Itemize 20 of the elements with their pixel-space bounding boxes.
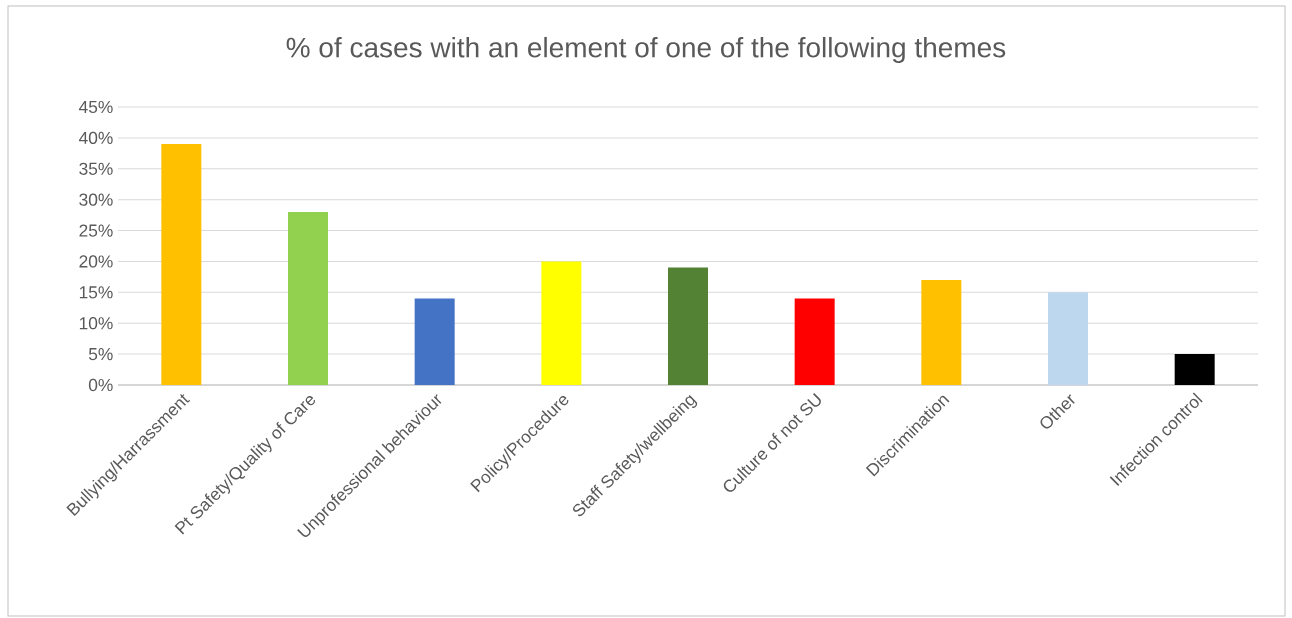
y-tick-label: 5% [88,348,113,361]
y-tick-label: 30% [79,193,113,206]
bar [161,144,202,385]
y-tick-label: 0% [88,378,113,392]
bar [921,279,962,385]
bar [541,261,582,385]
chart-title: % of cases with an element of one of the following themes [286,36,1006,64]
bar [668,267,708,385]
y-tick-label: 40% [79,131,113,145]
bar [1048,292,1089,385]
y-tick-label: 45% [79,100,113,114]
y-tick-label: 15% [79,286,113,299]
bar [1174,354,1215,385]
y-tick-label: 25% [79,224,113,237]
bar [288,212,328,385]
y-tick-label: 35% [79,162,113,175]
y-tick-label: 10% [79,317,113,330]
y-tick-label: 20% [79,255,113,268]
bar [794,298,835,385]
bar [414,298,455,385]
